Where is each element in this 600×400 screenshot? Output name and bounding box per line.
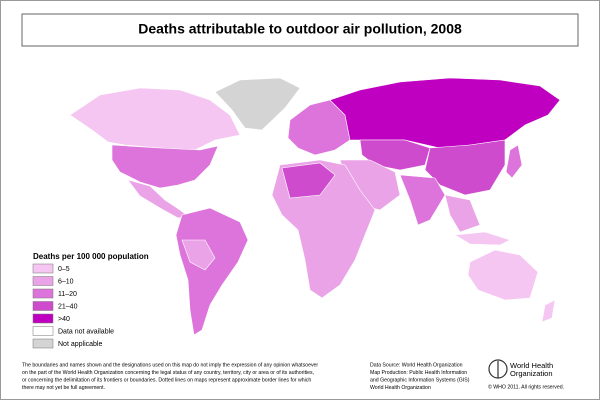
legend-swatch <box>32 313 54 324</box>
disclaimer-line: there may not yet be full agreement. <box>22 385 105 391</box>
legend-label: 21–40 <box>58 303 78 310</box>
new-zealand <box>541 299 556 323</box>
central-asia <box>359 139 431 171</box>
north-africa <box>281 162 336 199</box>
legend-swatch <box>32 301 54 311</box>
legend-swatch <box>32 338 54 349</box>
legend-label: 6–10 <box>58 278 74 285</box>
legend-label: Data not available <box>58 328 114 335</box>
japan <box>505 144 523 179</box>
title: Deaths attributable to outdoor air pollu… <box>138 21 462 37</box>
world-map <box>69 77 561 336</box>
usa <box>111 144 219 189</box>
greenland <box>214 77 301 131</box>
source-line: and Geographic Information Systems (GIS) <box>370 377 470 383</box>
footer: The boundaries and names shown and the d… <box>22 361 564 391</box>
legend-label: 11–20 <box>58 291 77 298</box>
legend-label: 0–5 <box>58 266 70 273</box>
logo-text: World Health <box>510 361 553 370</box>
canada <box>69 87 241 151</box>
legend: Deaths per 100 000 population 0–5 6–10 11–… <box>32 252 149 349</box>
legend-swatch <box>32 276 54 286</box>
legend-label: Not applicable <box>58 341 102 348</box>
brazil-west <box>181 239 216 271</box>
china <box>424 139 506 196</box>
disclaimer-line: The boundaries and names shown and the d… <box>22 362 318 368</box>
legend-swatch <box>32 288 54 299</box>
australia <box>467 249 539 301</box>
india <box>399 174 446 226</box>
who-logo <box>488 359 508 379</box>
legend-label: >40 <box>58 316 70 323</box>
disclaimer-line: on the part of the World Health Organiza… <box>22 370 314 376</box>
indonesia <box>454 231 511 246</box>
logo-text: Organization <box>510 369 553 378</box>
legend-title: Deaths per 100 000 population <box>33 252 149 261</box>
legend-swatch <box>32 263 54 274</box>
legend-swatch <box>32 326 54 336</box>
source-line: Map Production: Public Health Informatio… <box>370 370 467 376</box>
europe <box>287 99 351 156</box>
source-line: World Health Organization <box>370 385 431 391</box>
disclaimer-line: or concerning the delimitation of its fr… <box>22 377 311 383</box>
copyright: © WHO 2011. All rights reserved. <box>488 383 564 390</box>
southeast-asia <box>444 194 481 233</box>
source-line: Data Source: World Health Organization <box>370 362 463 368</box>
title-box <box>21 13 579 47</box>
